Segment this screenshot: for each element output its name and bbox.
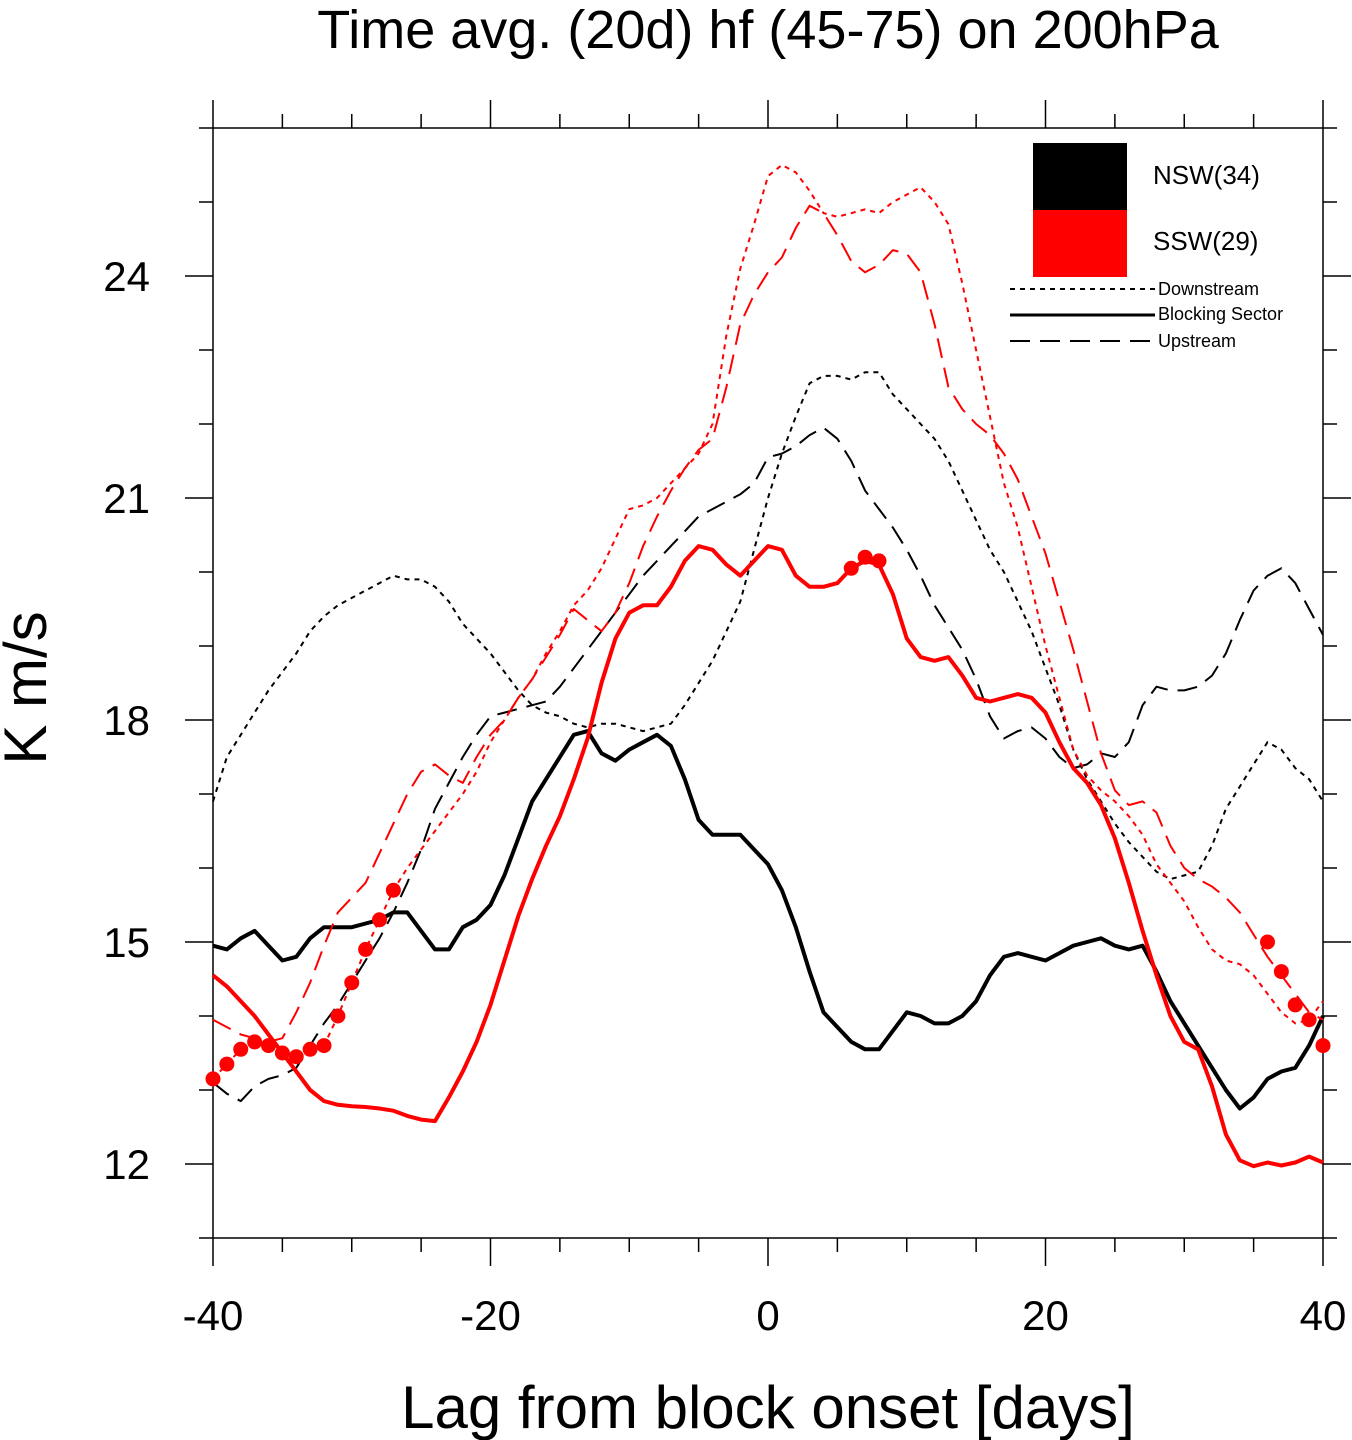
significance-marker: [1273, 964, 1289, 980]
series-ssw-upstream: [212, 204, 1324, 1043]
y-tick-label: 18: [103, 697, 150, 744]
series-ssw-blocking-sector: [211, 544, 1324, 1169]
significance-marker: [843, 560, 859, 576]
tick-labels: -40 -20 0 20 40 12 15 18 21 24: [103, 253, 1346, 1339]
significance-marker: [344, 975, 360, 991]
chart-title: Time avg. (20d) hf (45-75) on 200hPa: [317, 0, 1219, 60]
significance-marker: [302, 1041, 318, 1057]
significance-marker: [857, 549, 873, 565]
significance-marker: [330, 1008, 346, 1024]
significance-marker: [261, 1038, 276, 1054]
legend: NSW(34) SSW(29) Downstream Blocking Sect…: [1010, 143, 1283, 351]
y-tick-label: 15: [103, 919, 150, 966]
plot-frame: [212, 127, 1324, 1239]
series-layer: [211, 164, 1325, 1169]
series-nsw-blocking-sector: [212, 729, 1325, 1111]
marker-layer: [205, 549, 1331, 1087]
legend-label-ssw: SSW(29): [1153, 226, 1258, 256]
significance-marker: [358, 941, 374, 957]
significance-marker: [247, 1034, 263, 1050]
y-tick-label: 12: [103, 1141, 150, 1188]
significance-marker: [1287, 997, 1303, 1013]
significance-marker: [219, 1056, 235, 1072]
significance-marker: [316, 1038, 332, 1054]
plot-border: [212, 127, 1324, 1239]
significance-marker: [205, 1071, 221, 1087]
legend-label-upstream: Upstream: [1158, 331, 1236, 351]
y-axis-label: K m/s: [0, 611, 59, 764]
legend-label-blocking: Blocking Sector: [1158, 304, 1283, 324]
significance-marker: [233, 1041, 249, 1057]
x-tick-label: -40: [183, 1292, 244, 1339]
x-tick-label: 20: [1022, 1292, 1069, 1339]
significance-marker: [385, 882, 401, 898]
x-axis-label: Lag from block onset [days]: [401, 1374, 1135, 1440]
axis-ticks: [185, 100, 1351, 1266]
significance-marker: [372, 912, 387, 928]
series-ssw-downstream: [212, 164, 1324, 1080]
y-tick-label: 21: [103, 475, 150, 522]
y-tick-label: 24: [103, 253, 150, 300]
significance-marker: [274, 1045, 290, 1061]
significance-marker: [1301, 1012, 1317, 1028]
legend-swatch-nsw: [1033, 143, 1127, 210]
x-tick-label: -20: [460, 1292, 521, 1339]
x-tick-label: 40: [1300, 1292, 1347, 1339]
significance-marker: [1315, 1038, 1331, 1054]
significance-marker: [288, 1049, 304, 1065]
series-nsw-downstream: [212, 371, 1324, 881]
significance-marker: [871, 553, 887, 569]
legend-label-nsw: NSW(34): [1153, 160, 1260, 190]
significance-marker: [1260, 934, 1275, 950]
series-nsw-upstream: [212, 426, 1324, 1103]
x-tick-label: 0: [756, 1292, 779, 1339]
legend-label-downstream: Downstream: [1158, 279, 1259, 299]
legend-swatch-ssw: [1033, 210, 1127, 277]
